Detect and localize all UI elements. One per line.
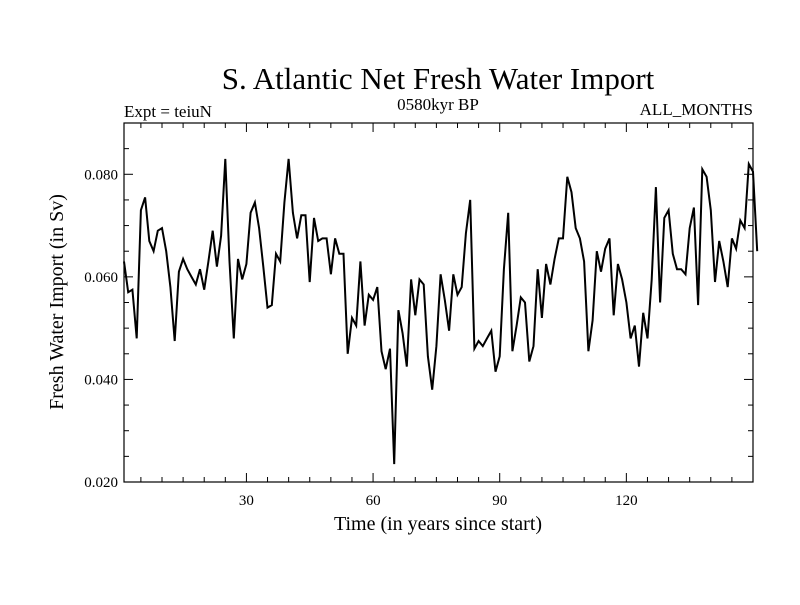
chart-title: S. Atlantic Net Fresh Water Import	[222, 61, 655, 96]
months-label: ALL_MONTHS	[640, 100, 753, 119]
tick-labels: 30 60 90 120 0.020 0.040 0.060 0.080	[84, 167, 637, 509]
x-tick-label: 120	[615, 493, 638, 509]
y-tick-label: 0.060	[84, 270, 118, 286]
x-tick-label: 60	[366, 493, 381, 509]
y-axis-label: Fresh Water Import (in Sv)	[46, 194, 68, 410]
plot-area-frame	[123, 122, 754, 483]
x-axis-label: Time (in years since start)	[334, 513, 542, 535]
time-period-label: 0580kyr BP	[397, 95, 479, 114]
y-tick-label: 0.020	[84, 475, 118, 491]
y-tick-label: 0.080	[84, 167, 118, 183]
y-tick-label: 0.040	[84, 372, 118, 388]
experiment-label: Expt = teiuN	[124, 102, 212, 121]
x-tick-label: 90	[492, 493, 507, 509]
x-tick-label: 30	[239, 493, 254, 509]
axis-ticks	[124, 123, 753, 483]
data-series-line	[123, 158, 759, 465]
